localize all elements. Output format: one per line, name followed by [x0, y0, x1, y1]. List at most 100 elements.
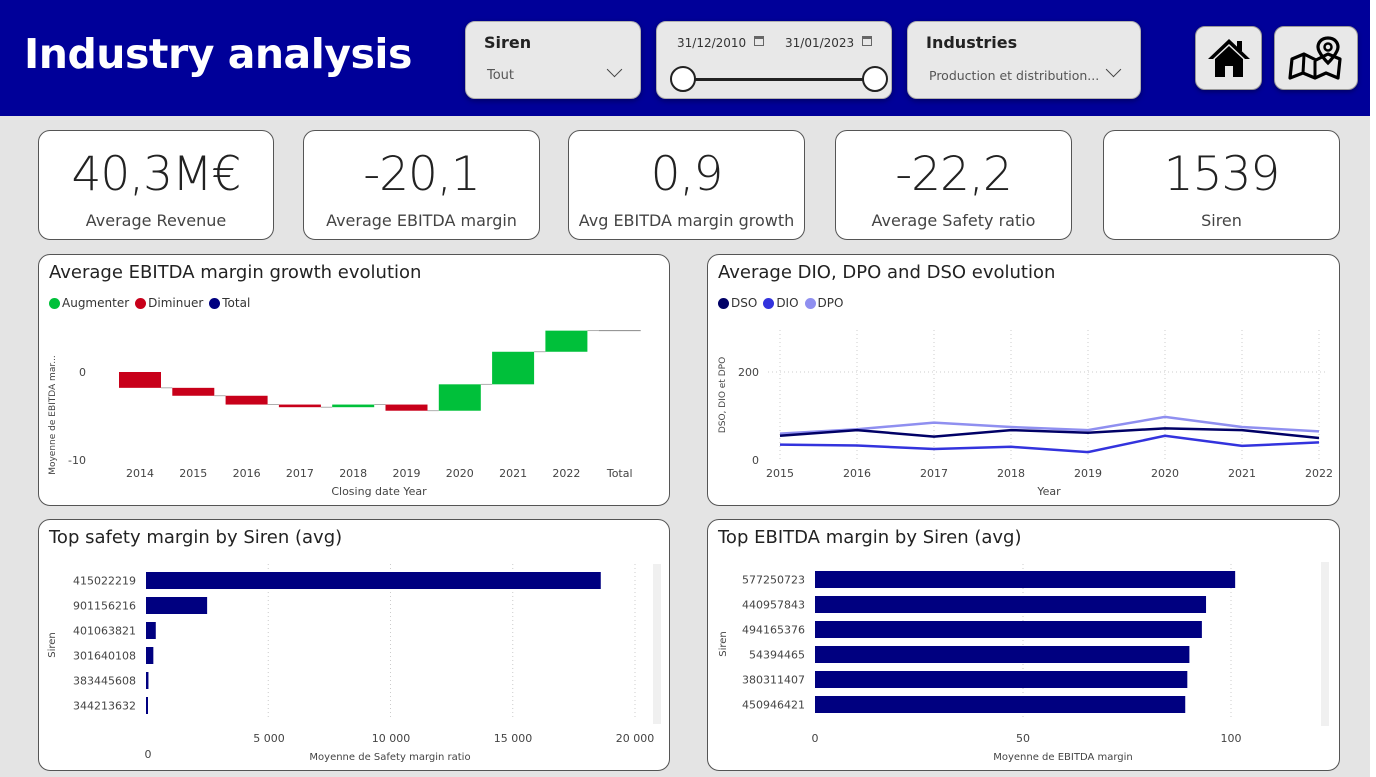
bar	[815, 671, 1188, 688]
x-tick-label: 2021	[499, 467, 527, 480]
y-tick-label: 901156216	[73, 600, 136, 613]
date-range-slicer[interactable]: 31/12/2010 31/01/2023	[656, 21, 892, 99]
bar	[146, 672, 149, 689]
y-tick-label: 494165376	[742, 624, 805, 637]
x-tick-label: 5 000	[253, 732, 285, 745]
legend-label: Diminuer	[148, 296, 204, 310]
legend-label: DSO	[731, 296, 758, 310]
chart-title: Top safety margin by Siren (avg)	[49, 527, 343, 548]
map-icon	[1288, 36, 1342, 80]
x-axis-label: Year	[1036, 485, 1061, 498]
waterfall-bar	[119, 372, 161, 388]
x-axis-label: Moyenne de EBITDA margin	[993, 752, 1133, 763]
scrollbar-track[interactable]	[1321, 562, 1329, 726]
legend-item[interactable]: Total	[209, 296, 250, 310]
y-axis-label: DSO, DIO et DPO	[718, 357, 728, 433]
y-tick-label: 401063821	[73, 625, 136, 638]
calendar-icon[interactable]	[754, 36, 764, 46]
home-icon	[1207, 39, 1250, 77]
date-slider-track[interactable]	[682, 78, 877, 81]
kpi-label: Average EBITDA margin	[326, 211, 517, 230]
industries-slicer-value: Production et distribution...	[929, 68, 1100, 83]
map-button[interactable]	[1274, 26, 1358, 90]
kpi-average-ebitda-margin: -20,1 Average EBITDA margin	[303, 130, 540, 240]
kpi-label: Avg EBITDA margin growth	[578, 211, 795, 230]
kpi-average-revenue: 40,3M€ Average Revenue	[38, 130, 274, 240]
y-tick-label: 0	[79, 366, 86, 379]
legend-item[interactable]: Augmenter	[49, 296, 129, 310]
legend-label: DIO	[776, 296, 799, 310]
waterfall-bar	[225, 395, 268, 405]
date-slider-start-handle[interactable]	[670, 66, 696, 92]
x-tick-label: 2015	[179, 467, 207, 480]
legend-item[interactable]: DSO	[718, 296, 757, 310]
siren-slicer-title: Siren	[484, 33, 532, 52]
waterfall-bar	[385, 404, 428, 411]
x-tick-label: 2018	[339, 467, 367, 480]
legend-marker	[718, 297, 729, 309]
legend-item[interactable]: DIO	[763, 296, 799, 310]
ebitda-margin-bar-chart: Siren 0 50 100 Moyenne de EBITDA margin …	[718, 562, 1329, 763]
y-tick-label: 301640108	[73, 650, 136, 663]
line-chart: DSO, DIO et DPO 200 0 Year 2015 2016 2017 2…	[718, 330, 1333, 498]
safety-margin-bar-card: Top safety margin by Siren (avg) Siren 0…	[38, 519, 670, 771]
x-axis-label: Moyenne de Safety margin ratio	[309, 752, 470, 763]
x-tick-label: 20 000	[616, 732, 655, 745]
bar	[146, 572, 601, 589]
legend-item[interactable]: DPO	[804, 296, 843, 310]
safety-margin-bar-chart: Siren 0 5 000 10 000 15 000 20 000 Moyen…	[47, 564, 661, 763]
kpi-value: 1539	[1163, 147, 1281, 202]
chevron-down-icon[interactable]	[1105, 61, 1122, 78]
y-tick-label: 415022219	[73, 575, 136, 588]
x-tick-label: 2018	[997, 467, 1025, 480]
y-axis-label: Siren	[47, 632, 58, 658]
y-tick-label: 0	[752, 454, 759, 467]
kpi-average-safety-ratio: -22,2 Average Safety ratio	[835, 130, 1072, 240]
waterfall-bar	[545, 330, 588, 352]
legend-marker	[49, 297, 60, 309]
date-start[interactable]: 31/12/2010	[677, 36, 747, 50]
date-slider-end-handle[interactable]	[862, 66, 888, 92]
chart-title: Average EBITDA margin growth evolution	[49, 262, 422, 283]
bar	[146, 622, 156, 639]
x-tick-label: 2020	[1151, 467, 1179, 480]
y-tick-label: 54394465	[749, 649, 805, 662]
y-axis-label: Moyenne de EBITDA mar...	[48, 355, 58, 475]
legend-marker	[763, 297, 775, 309]
kpi-siren-count: 1539 Siren	[1103, 130, 1340, 240]
y-tick-label: 383445608	[73, 675, 136, 688]
legend-marker	[209, 297, 221, 309]
x-tick-label: Total	[606, 467, 633, 480]
siren-slicer[interactable]: Siren Tout	[465, 21, 641, 99]
x-tick-label: 10 000	[372, 732, 411, 745]
x-tick-label: 100	[1221, 732, 1242, 745]
date-end[interactable]: 31/01/2023	[785, 36, 855, 50]
bar	[815, 646, 1190, 663]
industries-slicer[interactable]: Industries Production et distribution...	[907, 21, 1141, 99]
bar	[815, 571, 1236, 588]
calendar-icon[interactable]	[862, 36, 872, 46]
legend-label: Augmenter	[62, 296, 130, 310]
waterfall-bar	[492, 351, 535, 385]
x-tick-label: 2017	[286, 467, 314, 480]
x-tick-label: 2019	[1074, 467, 1102, 480]
series-line-dso	[779, 427, 1320, 440]
legend-item[interactable]: Diminuer	[135, 296, 203, 310]
home-button[interactable]	[1195, 26, 1262, 90]
waterfall-bar	[172, 387, 215, 396]
x-tick-label: 2022	[552, 467, 580, 480]
legend-label: Total	[222, 296, 251, 310]
line-chart-card: Average DIO, DPO and DSO evolution DSO D…	[707, 254, 1340, 506]
y-tick-label: -10	[68, 454, 86, 467]
industries-slicer-title: Industries	[926, 33, 1018, 52]
series-line-dio	[779, 434, 1320, 454]
x-tick-label: 0	[812, 732, 819, 745]
chevron-down-icon[interactable]	[606, 61, 623, 78]
chart-legend: DSO DIO DPO	[718, 296, 843, 310]
y-axis-label: Siren	[718, 631, 729, 657]
scrollbar-track[interactable]	[653, 564, 661, 724]
kpi-label: Siren	[1201, 211, 1242, 230]
kpi-label: Average Safety ratio	[871, 211, 1036, 230]
bar	[146, 697, 148, 714]
x-tick-label: 2019	[393, 467, 421, 480]
